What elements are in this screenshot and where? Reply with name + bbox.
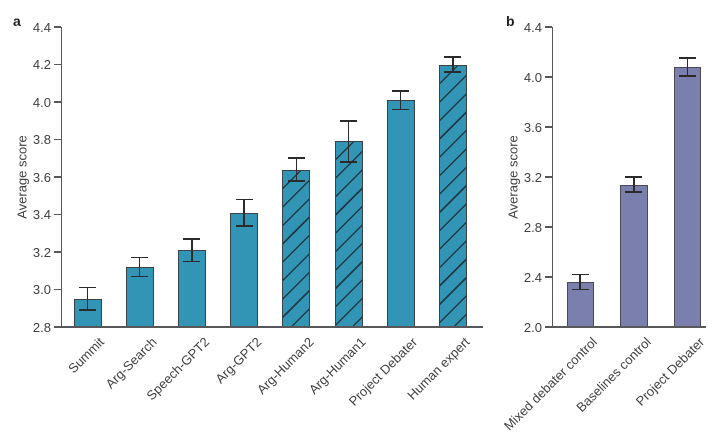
bar-baselines-control (620, 184, 648, 327)
y-axis-tick (545, 226, 552, 228)
y-tick-label: 3.2 (523, 169, 542, 185)
error-bar-cap-top (183, 238, 201, 240)
y-tick-label: 3.6 (32, 169, 51, 185)
y-axis-tick (545, 126, 552, 128)
panel-a-letter: a (13, 13, 21, 29)
y-tick-label: 3.0 (32, 282, 51, 297)
y-axis-tick (54, 138, 61, 141)
error-bar-cap-top (679, 57, 697, 60)
error-bar-cap-bottom (444, 71, 462, 73)
x-tick-label: Arg-GPT2 (212, 334, 265, 387)
error-bar-stem (295, 158, 298, 181)
panel-b-letter: b (506, 13, 515, 29)
error-bar-stem (633, 177, 635, 192)
error-bar-cap-bottom (287, 179, 305, 182)
y-tick-label: 4.0 (32, 94, 51, 110)
y-tick-label: 2.8 (523, 219, 542, 235)
y-tick-label: 3.6 (523, 119, 542, 135)
error-bar-stem (686, 58, 689, 76)
y-tick-label: 4.4 (32, 19, 51, 35)
error-bar-stem (86, 287, 89, 311)
y-tick-label: 4.4 (523, 19, 542, 35)
y-axis-tick (545, 176, 552, 178)
y-tick-label: 3.8 (32, 132, 51, 147)
error-bar-stem (399, 90, 402, 110)
error-bar-cap-top (571, 273, 589, 276)
y-tick-label: 2.8 (32, 319, 51, 335)
y-tick-label: 4.0 (523, 69, 542, 85)
y-axis-tick (54, 288, 61, 291)
error-bar-cap-top (287, 157, 305, 160)
bar-arg-gpt2 (230, 212, 259, 327)
y-axis-line (60, 27, 63, 327)
bar-arg-human2 (282, 169, 311, 327)
y-axis-tick (545, 276, 552, 278)
y-tick-label: 3.4 (32, 207, 51, 222)
error-bar-stem (347, 120, 350, 162)
y-axis-tick (54, 101, 61, 103)
error-bar-cap-bottom (679, 74, 697, 77)
bar-project-debater (673, 67, 702, 327)
error-bar-cap-top (235, 198, 253, 201)
error-bar-cap-bottom (625, 191, 643, 193)
y-axis-tick (54, 213, 61, 216)
error-bar-cap-top (625, 176, 643, 178)
error-bar-cap-top (79, 286, 96, 289)
error-bar-cap-bottom (571, 288, 589, 291)
x-tick-label: Mixed debater control (501, 334, 601, 434)
error-bar-cap-bottom (79, 309, 96, 311)
error-bar-cap-top (340, 119, 357, 122)
error-bar-cap-top (392, 89, 410, 92)
y-axis-tick (54, 176, 61, 178)
y-tick-label: 2.0 (523, 319, 542, 335)
y-axis-tick (54, 326, 61, 328)
x-tick-label: Summit (65, 334, 108, 377)
x-axis-line (60, 326, 483, 328)
y-axis-tick (54, 251, 61, 253)
y-axis-line (551, 27, 554, 327)
error-bar-stem (138, 257, 141, 277)
error-bar-cap-bottom (131, 275, 149, 278)
y-tick-label: 3.2 (32, 244, 51, 260)
error-bar-cap-top (444, 56, 462, 58)
y-axis-tick (54, 26, 61, 28)
bar-human-expert (438, 64, 467, 327)
error-bar-cap-bottom (392, 108, 410, 111)
error-bar-stem (579, 274, 582, 290)
y-axis-tick (54, 63, 61, 66)
bar-arg-human1 (334, 141, 363, 327)
y-axis-tick (545, 26, 552, 28)
x-axis-line (551, 326, 706, 328)
error-bar-stem (452, 57, 454, 72)
y-axis-tick (545, 326, 552, 328)
bar-project-debater (386, 100, 415, 327)
error-bar-cap-bottom (340, 161, 357, 163)
error-bar-stem (191, 238, 193, 262)
x-tick-label: Arg-Search (102, 334, 160, 392)
error-bar-stem (243, 199, 245, 226)
y-tick-label: 2.4 (523, 269, 542, 285)
error-bar-cap-bottom (235, 224, 253, 227)
y-tick-label: 4.2 (32, 57, 51, 72)
error-bar-cap-top (131, 256, 149, 259)
error-bar-cap-bottom (183, 260, 201, 263)
y-axis-tick (545, 76, 552, 78)
